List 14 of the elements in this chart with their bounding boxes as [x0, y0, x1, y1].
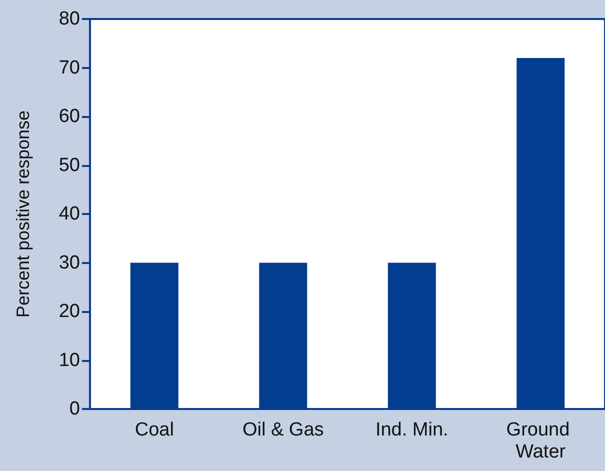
- x-tick-label: Ind. Min.: [375, 420, 448, 440]
- y-tick-label: 10: [58, 350, 80, 371]
- y-tick-label: 50: [58, 154, 80, 176]
- y-tick-label: 60: [58, 106, 80, 127]
- x-tick-label: Oil & Gas: [242, 420, 324, 440]
- x-tick-label: Ground Water: [506, 420, 575, 462]
- y-tick-label: 0: [69, 398, 80, 420]
- y-tick-label: 30: [58, 252, 80, 274]
- y-tick-label: 80: [58, 8, 80, 30]
- y-tick-label: 20: [58, 301, 80, 322]
- x-tick-label: Coal: [134, 420, 174, 440]
- y-tick-label: 40: [58, 204, 80, 224]
- y-axis-title: Percent positive response: [13, 110, 33, 318]
- y-tick-label: 70: [58, 57, 80, 78]
